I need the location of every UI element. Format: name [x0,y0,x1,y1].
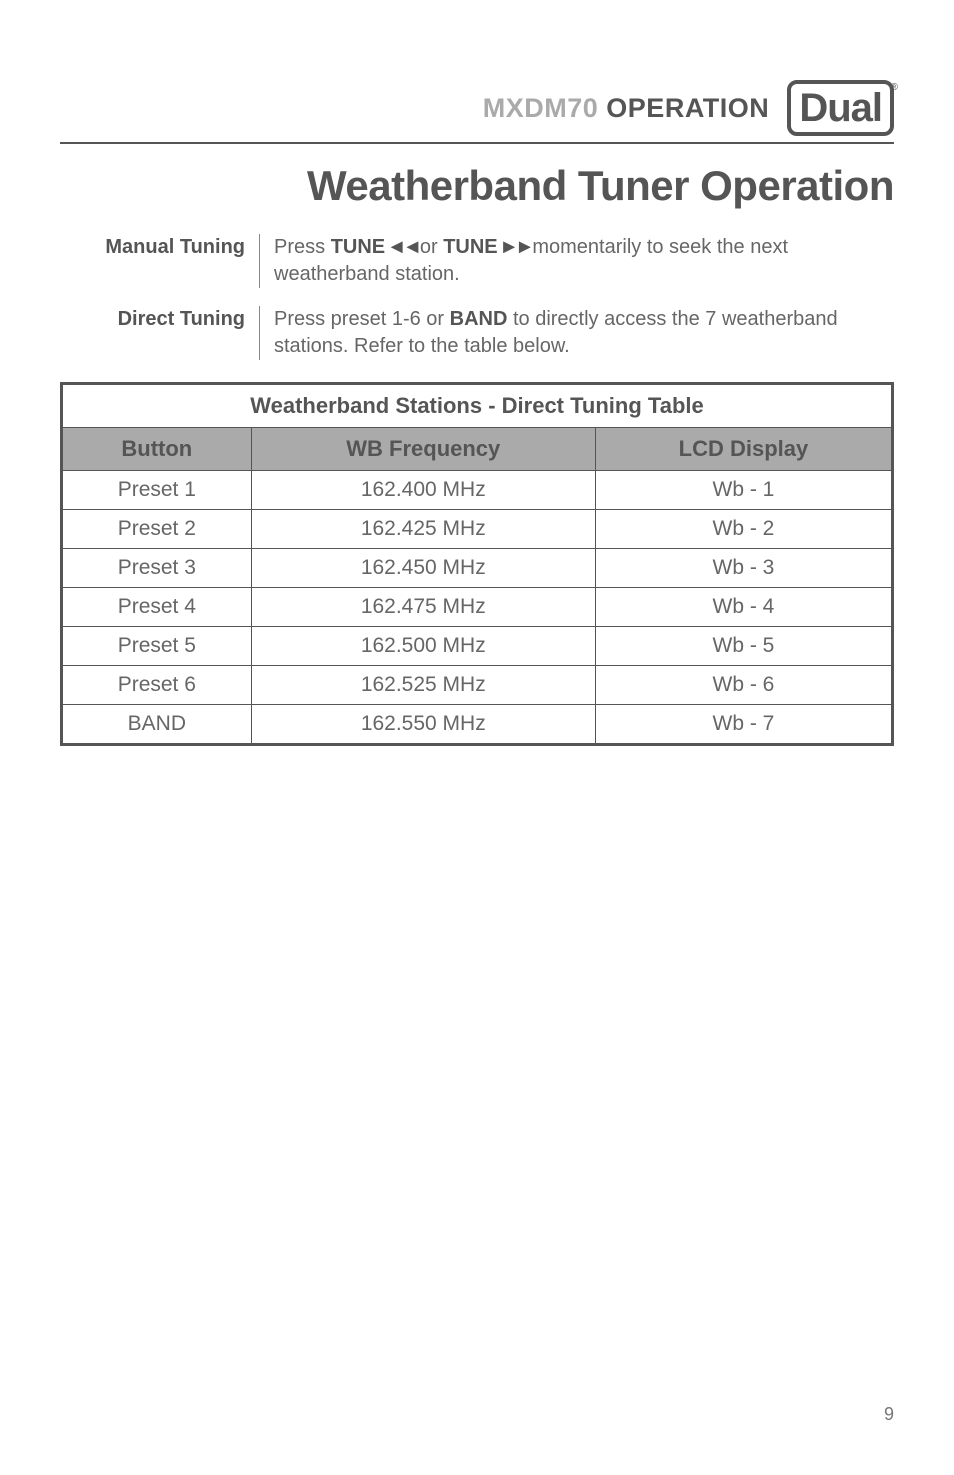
def-label: Manual Tuning [60,234,260,288]
table-row: Preset 6 162.525 MHz Wb - 6 [62,666,893,705]
table-title-row: Weatherband Stations - Direct Tuning Tab… [62,384,893,428]
forward-icon: ►► [498,236,533,258]
tune-label: TUNE [443,236,497,258]
cell-lcd: Wb - 6 [595,666,892,705]
cell-button: Preset 6 [62,666,252,705]
header-row: MXDM70 OPERATION Dual ® [60,80,894,136]
col-frequency: WB Frequency [251,428,595,471]
table-row: Preset 2 162.425 MHz Wb - 2 [62,510,893,549]
header-text: MXDM70 OPERATION [483,93,770,124]
table-row: Preset 5 162.500 MHz Wb - 5 [62,627,893,666]
cell-button: BAND [62,705,252,745]
def-text: Press [274,236,331,258]
tune-label: TUNE [331,236,385,258]
cell-frequency: 162.400 MHz [251,471,595,510]
cell-lcd: Wb - 5 [595,627,892,666]
table-row: Preset 1 162.400 MHz Wb - 1 [62,471,893,510]
cell-frequency: 162.475 MHz [251,588,595,627]
col-button: Button [62,428,252,471]
cell-button: Preset 2 [62,510,252,549]
weatherband-table: Weatherband Stations - Direct Tuning Tab… [60,382,894,746]
table-row: BAND 162.550 MHz Wb - 7 [62,705,893,745]
cell-lcd: Wb - 1 [595,471,892,510]
cell-frequency: 162.550 MHz [251,705,595,745]
cell-lcd: Wb - 7 [595,705,892,745]
brand-logo: Dual ® [787,80,894,136]
def-text: or [420,236,443,258]
cell-frequency: 162.425 MHz [251,510,595,549]
cell-lcd: Wb - 4 [595,588,892,627]
cell-button: Preset 3 [62,549,252,588]
cell-lcd: Wb - 2 [595,510,892,549]
cell-frequency: 162.500 MHz [251,627,595,666]
def-body: Press preset 1-6 or BAND to directly acc… [260,306,894,360]
band-label: BAND [450,308,508,330]
def-manual-tuning: Manual Tuning Press TUNE ◄◄ or TUNE ►► m… [60,234,894,288]
page-number: 9 [884,1404,894,1425]
section: OPERATION [606,93,769,123]
header-divider [60,142,894,144]
cell-button: Preset 4 [62,588,252,627]
cell-button: Preset 1 [62,471,252,510]
def-text: Press preset 1-6 or [274,308,450,330]
brand-text: Dual [799,88,882,128]
def-label: Direct Tuning [60,306,260,360]
col-lcd: LCD Display [595,428,892,471]
cell-button: Preset 5 [62,627,252,666]
cell-frequency: 162.450 MHz [251,549,595,588]
table-row: Preset 3 162.450 MHz Wb - 3 [62,549,893,588]
def-body: Press TUNE ◄◄ or TUNE ►► momentarily to … [260,234,894,288]
table-row: Preset 4 162.475 MHz Wb - 4 [62,588,893,627]
table-header-row: Button WB Frequency LCD Display [62,428,893,471]
rewind-icon: ◄◄ [385,236,420,258]
page-title: Weatherband Tuner Operation [60,162,894,210]
model: MXDM70 [483,93,599,123]
table-title: Weatherband Stations - Direct Tuning Tab… [62,384,893,428]
cell-lcd: Wb - 3 [595,549,892,588]
cell-frequency: 162.525 MHz [251,666,595,705]
registered-icon: ® [891,82,898,93]
def-direct-tuning: Direct Tuning Press preset 1-6 or BAND t… [60,306,894,360]
